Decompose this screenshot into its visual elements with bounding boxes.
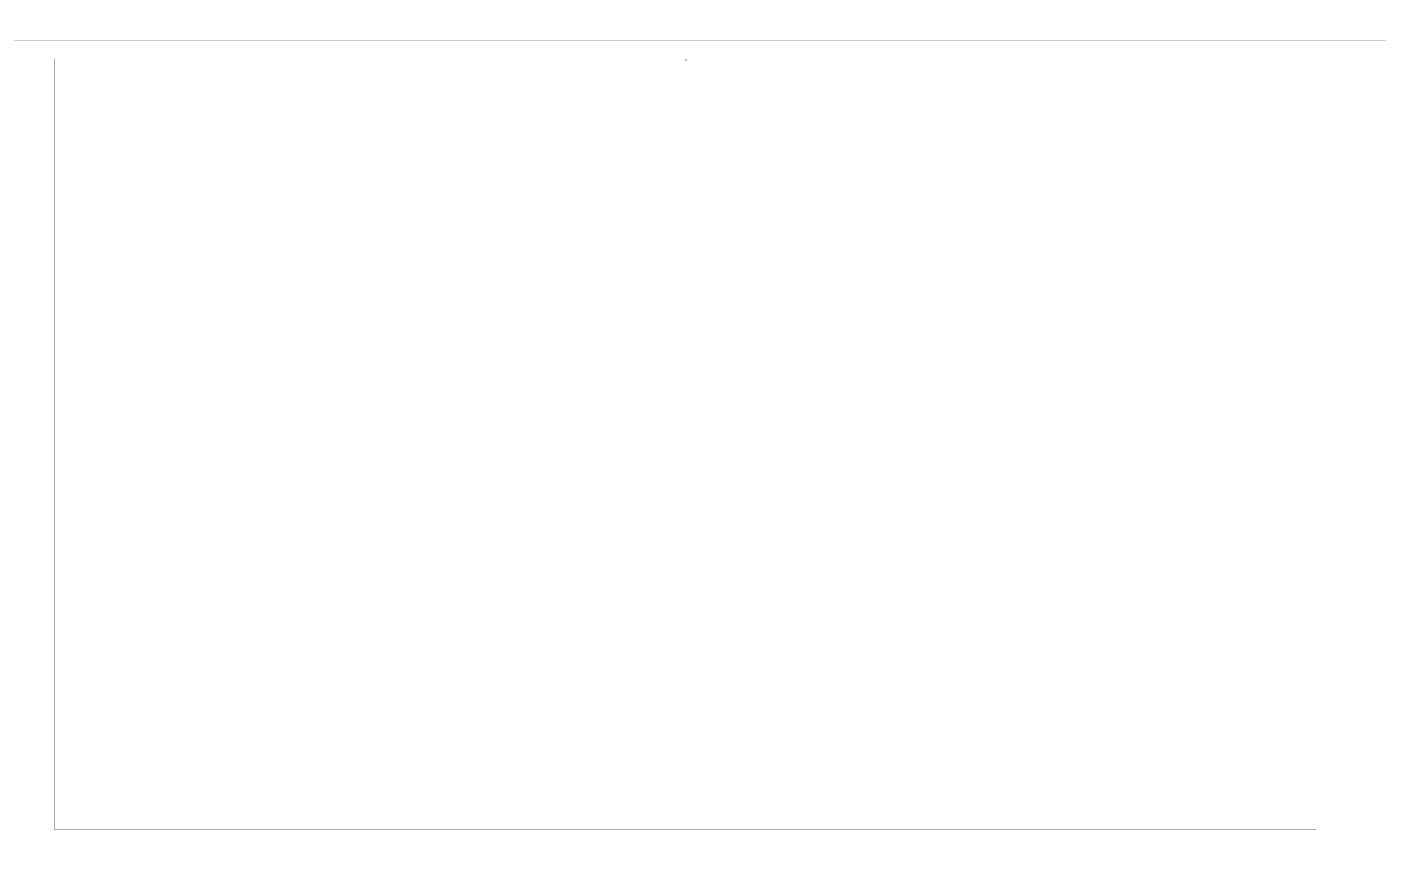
- correlation-legend: [685, 59, 687, 61]
- plot-area: [54, 59, 1316, 830]
- chart-container: [14, 40, 1386, 880]
